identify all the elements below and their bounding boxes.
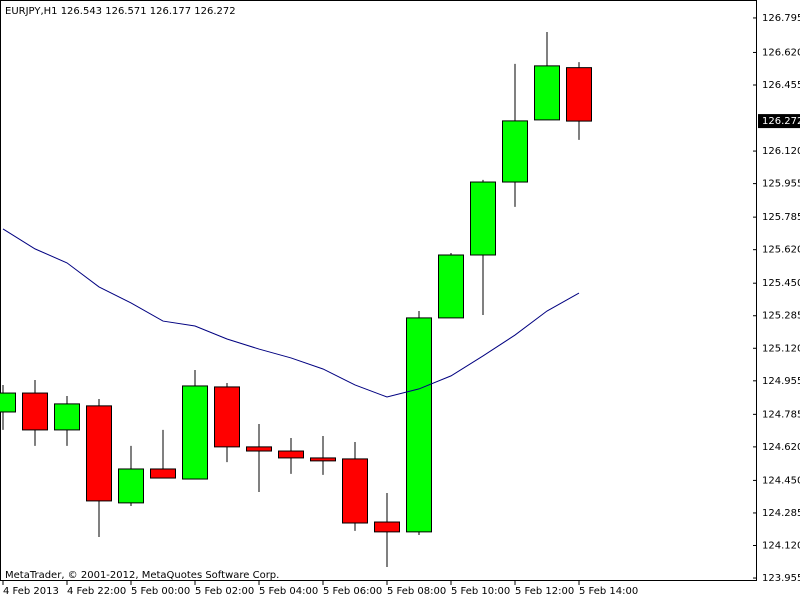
candle-body bbox=[566, 67, 592, 122]
plot-frame bbox=[0, 0, 757, 581]
candle-body bbox=[502, 120, 528, 183]
candle-body bbox=[310, 457, 336, 462]
x-tick-label: 5 Feb 12:00 bbox=[515, 586, 574, 597]
y-tick-label: 126.795 bbox=[762, 13, 800, 24]
candle-body bbox=[246, 446, 272, 452]
candle-body bbox=[0, 392, 16, 413]
y-tick-label: 125.620 bbox=[762, 245, 800, 256]
candle-body bbox=[470, 181, 496, 256]
candle-body bbox=[438, 254, 464, 319]
x-tick-label: 5 Feb 08:00 bbox=[387, 586, 446, 597]
candle-body bbox=[182, 385, 208, 480]
candle-body bbox=[118, 468, 144, 504]
y-tick-label: 126.120 bbox=[762, 146, 800, 157]
y-tick-label: 125.285 bbox=[762, 311, 800, 322]
candle-body bbox=[22, 392, 48, 431]
chart-title: EURJPY,H1 126.543 126.571 126.177 126.27… bbox=[5, 6, 236, 17]
y-tick-label: 125.120 bbox=[762, 343, 800, 354]
x-tick-label: 5 Feb 00:00 bbox=[131, 586, 190, 597]
candle-body bbox=[214, 386, 240, 448]
y-tick-label: 125.785 bbox=[762, 212, 800, 223]
x-tick-label: 5 Feb 14:00 bbox=[579, 586, 638, 597]
candle-body bbox=[342, 458, 368, 524]
y-tick-label: 125.955 bbox=[762, 179, 800, 190]
last-price-label: 126.272 bbox=[762, 116, 800, 127]
candle-body bbox=[278, 450, 304, 459]
moving-average bbox=[2, 228, 580, 398]
y-tick-label: 124.955 bbox=[762, 376, 800, 387]
y-tick-label: 124.620 bbox=[762, 442, 800, 453]
x-tick-label: 5 Feb 10:00 bbox=[451, 586, 510, 597]
y-tick-label: 126.455 bbox=[762, 80, 800, 91]
y-tick-label: 123.955 bbox=[762, 573, 800, 584]
x-tick-label: 4 Feb 2013 bbox=[3, 586, 59, 597]
x-tick-label: 5 Feb 02:00 bbox=[195, 586, 254, 597]
y-tick-label: 124.785 bbox=[762, 409, 800, 420]
y-tick-label: 124.120 bbox=[762, 540, 800, 551]
candle-body bbox=[54, 403, 80, 431]
candle-body bbox=[86, 405, 112, 502]
y-tick-label: 126.620 bbox=[762, 47, 800, 58]
last-price-box bbox=[758, 114, 800, 129]
x-tick-label: 5 Feb 06:00 bbox=[323, 586, 382, 597]
x-tick-label: 4 Feb 22:00 bbox=[67, 586, 126, 597]
candle-body bbox=[534, 65, 560, 121]
watermark: MetaTrader, © 2001-2012, MetaQuotes Soft… bbox=[5, 570, 279, 581]
y-tick-label: 124.285 bbox=[762, 508, 800, 519]
y-tick-label: 125.450 bbox=[762, 278, 800, 289]
y-tick-label: 124.450 bbox=[762, 475, 800, 486]
x-tick-label: 5 Feb 04:00 bbox=[259, 586, 318, 597]
candle-body bbox=[150, 468, 176, 479]
candle-body bbox=[374, 521, 400, 533]
candle-body bbox=[406, 317, 432, 533]
